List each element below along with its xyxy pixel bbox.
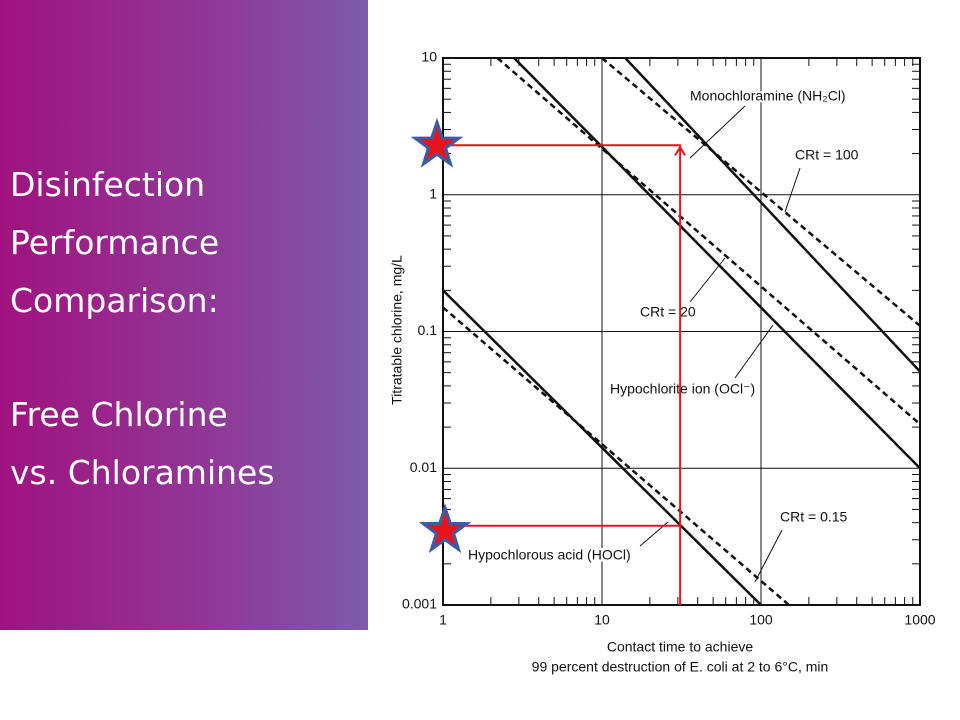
y-axis-label: Titratable chlorine, mg/L	[389, 255, 405, 405]
series-label: CRt = 0.15	[780, 509, 848, 525]
plot-area	[443, 58, 920, 605]
leader-line	[689, 105, 746, 159]
y-tick-label: 1	[429, 185, 437, 201]
heading-line: Disinfection	[10, 165, 206, 204]
x-axis-label: Contact time to achieve	[607, 639, 754, 655]
side-panel: Disinfection Performance Comparison: Fre…	[0, 0, 368, 630]
heading-line: Comparison:	[10, 281, 219, 320]
x-tick-label: 10	[594, 612, 610, 628]
series-label: Hypochlorous acid (HOCl)	[468, 547, 631, 563]
ct-line	[513, 58, 920, 470]
series-label: Hypochlorite ion (OCl⁻)	[610, 381, 755, 397]
y-tick-label: 0.1	[418, 322, 438, 338]
series-label: CRt = 20	[640, 304, 696, 320]
x-tick-label: 1000	[904, 612, 935, 628]
ct-line	[443, 289, 762, 605]
series-label: Monochloramine (NH₂Cl)	[690, 88, 846, 104]
ct-line	[443, 306, 790, 605]
x-axis-label: 99 percent destruction of E. coli at 2 t…	[532, 659, 829, 675]
y-tick-label: 10	[421, 49, 437, 65]
arrow-head	[674, 145, 686, 156]
subheading-line: vs. Chloramines	[10, 453, 275, 492]
star-marker	[418, 503, 472, 554]
x-tick-label: 100	[749, 612, 773, 628]
x-tick-label: 1	[439, 612, 447, 628]
heading-line: Performance	[10, 223, 220, 262]
leader-line	[689, 257, 726, 303]
leader-line	[754, 529, 783, 583]
ct-line	[496, 58, 920, 426]
ct-line	[624, 58, 920, 373]
subheading-line: Free Chlorine	[10, 395, 228, 434]
y-tick-label: 0.001	[402, 596, 437, 612]
guide-line	[443, 144, 682, 605]
leader-line	[734, 324, 774, 379]
star-marker	[410, 117, 464, 168]
series-label: CRt = 100	[795, 147, 859, 163]
y-tick-label: 0.01	[410, 459, 437, 475]
leader-line	[784, 167, 801, 213]
